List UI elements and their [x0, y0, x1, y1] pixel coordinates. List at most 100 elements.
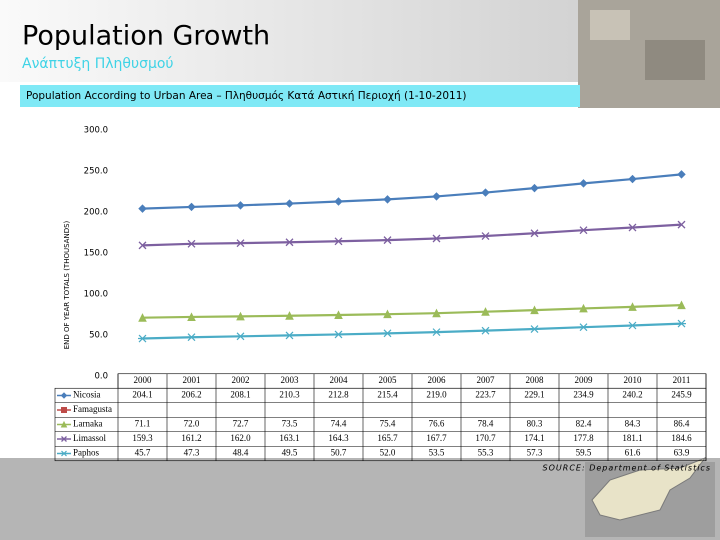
marker — [628, 223, 637, 232]
table-value: 74.4 — [331, 419, 347, 429]
x-tick-label: 2008 — [526, 375, 545, 385]
table-value: 245.9 — [671, 390, 692, 400]
x-tick-label: 2001 — [183, 375, 201, 385]
x-tick-label: 2011 — [673, 375, 691, 385]
marker — [236, 311, 245, 321]
x-tick-label: 2007 — [477, 375, 496, 385]
marker — [187, 202, 196, 212]
table-value: 47.3 — [184, 448, 200, 458]
table-value: 76.6 — [429, 419, 445, 429]
table-value: 204.1 — [132, 390, 152, 400]
photo-detail — [590, 10, 630, 40]
table-value: 223.7 — [475, 390, 496, 400]
table-value: 184.6 — [671, 433, 692, 443]
title: Population Growth — [22, 21, 270, 52]
table-value: 159.3 — [132, 433, 153, 443]
table-value: 57.3 — [527, 448, 543, 458]
marker — [236, 239, 245, 248]
marker — [530, 229, 539, 238]
table-value: 53.5 — [429, 448, 445, 458]
table-value: 55.3 — [478, 448, 494, 458]
table-value: 61.6 — [625, 448, 641, 458]
marker — [481, 232, 490, 240]
y-tick-label: 0.0 — [94, 372, 108, 382]
marker — [481, 188, 490, 197]
table-value: 181.1 — [622, 433, 642, 443]
banner-text: Population According to Urban Area – Πλη… — [26, 90, 467, 102]
marker — [187, 333, 196, 342]
y-tick-label: 200.0 — [84, 208, 108, 218]
marker — [628, 321, 637, 330]
table-value: 80.3 — [527, 419, 543, 429]
series-line — [142, 304, 682, 319]
marker — [677, 220, 686, 229]
marker — [677, 319, 686, 328]
x-tick-label: 2000 — [134, 375, 153, 385]
marker — [579, 303, 588, 313]
y-tick-label: 300.0 — [84, 126, 108, 136]
table-value: 49.5 — [282, 448, 298, 458]
marker — [138, 204, 147, 213]
marker — [187, 239, 196, 248]
marker — [334, 310, 343, 319]
table-value: 165.7 — [377, 433, 398, 443]
series-line — [142, 322, 682, 340]
marker — [530, 305, 539, 315]
marker — [383, 329, 392, 338]
y-tick-label: 250.0 — [84, 167, 108, 177]
table-value: 164.3 — [328, 433, 349, 443]
table-value: 206.2 — [181, 390, 201, 400]
table-value: 210.3 — [279, 390, 300, 400]
table-value: 45.7 — [135, 448, 151, 458]
legend-marker — [60, 450, 68, 457]
x-tick-label: 2004 — [330, 375, 349, 385]
table-value: 52.0 — [380, 448, 396, 458]
table-value: 163.1 — [279, 433, 299, 443]
table-value: 212.8 — [328, 390, 349, 400]
marker — [530, 325, 539, 333]
marker — [432, 308, 441, 318]
table-value: 170.7 — [475, 433, 496, 443]
marker — [432, 192, 441, 201]
table-value: 72.7 — [233, 419, 249, 429]
x-tick-label: 2003 — [281, 375, 300, 385]
marker — [579, 179, 588, 188]
marker — [432, 328, 441, 337]
map-shape — [591, 456, 707, 521]
y-tick-label: 100.0 — [84, 290, 108, 300]
marker — [628, 174, 637, 184]
marker — [236, 201, 245, 210]
source: SOURCE: Department of Statistics — [543, 464, 711, 473]
y-tick-label: 50.0 — [89, 331, 108, 341]
subtitle: Ανάπτυξη Πληθυσμού — [22, 56, 174, 72]
table-value: 50.7 — [331, 448, 347, 458]
series-line — [142, 173, 682, 210]
table-value: 162.0 — [230, 433, 251, 443]
table-value: 73.5 — [282, 419, 298, 429]
table-value: 48.4 — [233, 448, 249, 458]
table-value: 59.5 — [576, 448, 592, 458]
marker — [187, 312, 196, 321]
table-value: 63.9 — [674, 448, 690, 458]
marker — [334, 197, 343, 206]
table-value: 72.0 — [184, 419, 200, 429]
marker — [383, 236, 392, 245]
marker — [334, 330, 343, 339]
series-line — [142, 223, 682, 247]
x-tick-label: 2010 — [624, 375, 643, 385]
legend-label: Limassol — [73, 433, 106, 443]
marker — [628, 302, 637, 311]
table-value: 215.4 — [377, 390, 398, 400]
table-value: 219.0 — [426, 390, 447, 400]
marker — [285, 311, 294, 320]
table-value: 208.1 — [230, 390, 250, 400]
legend-label: Larnaka — [73, 419, 102, 429]
x-tick-label: 2006 — [428, 375, 447, 385]
legend-marker — [61, 407, 67, 413]
legend-label: Nicosia — [73, 390, 101, 400]
x-tick-label: 2009 — [575, 375, 594, 385]
table-value: 161.2 — [181, 433, 201, 443]
marker — [579, 323, 588, 332]
legend-label: Paphos — [73, 448, 100, 458]
table-value: 71.1 — [135, 419, 151, 429]
